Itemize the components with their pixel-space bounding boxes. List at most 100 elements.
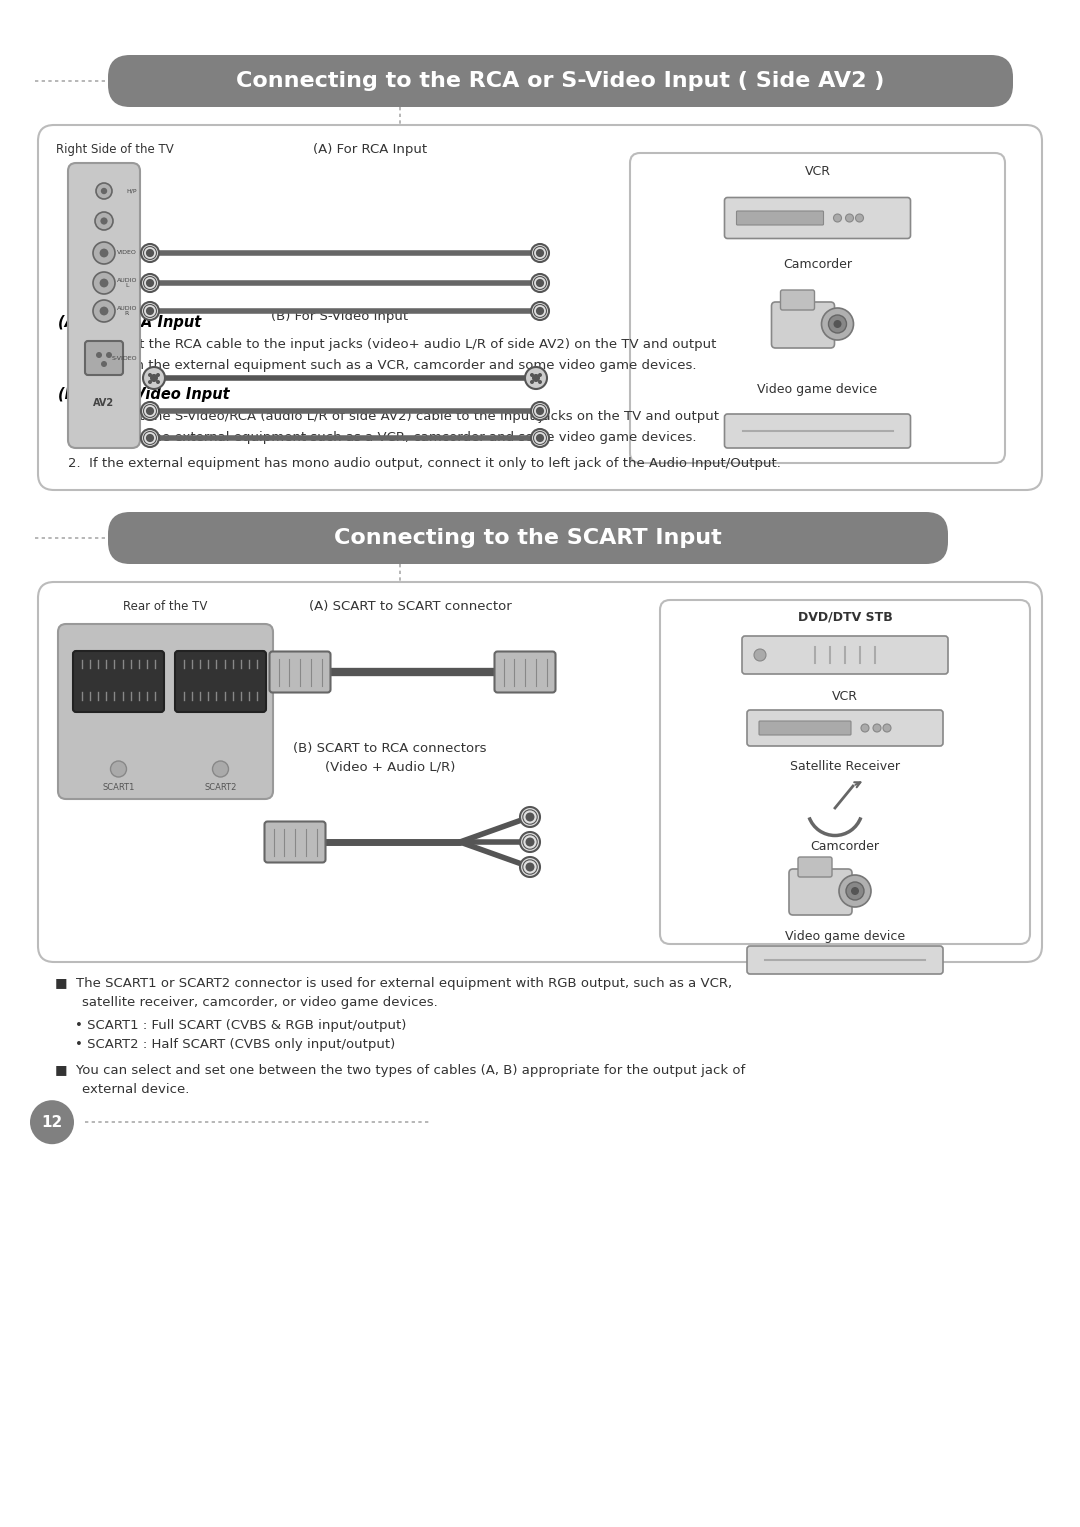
Text: H/P: H/P bbox=[126, 188, 137, 194]
Text: (B) For S-Video Input: (B) For S-Video Input bbox=[271, 310, 408, 324]
FancyBboxPatch shape bbox=[630, 153, 1005, 463]
Circle shape bbox=[822, 308, 853, 341]
Text: (B) SCART to RCA connectors: (B) SCART to RCA connectors bbox=[294, 742, 487, 754]
Circle shape bbox=[148, 373, 152, 377]
Circle shape bbox=[110, 760, 126, 777]
Circle shape bbox=[93, 299, 114, 322]
Circle shape bbox=[531, 402, 549, 420]
Text: VIDEO: VIDEO bbox=[117, 250, 137, 255]
FancyBboxPatch shape bbox=[781, 290, 814, 310]
Text: VCR: VCR bbox=[832, 690, 858, 702]
Circle shape bbox=[141, 273, 159, 292]
Circle shape bbox=[93, 241, 114, 264]
Text: (A) For RCA Input: (A) For RCA Input bbox=[313, 144, 427, 156]
Circle shape bbox=[531, 244, 549, 263]
Text: (B) For S-Video Input: (B) For S-Video Input bbox=[58, 388, 230, 402]
Circle shape bbox=[538, 373, 542, 377]
FancyBboxPatch shape bbox=[660, 600, 1030, 944]
FancyBboxPatch shape bbox=[742, 637, 948, 673]
Circle shape bbox=[141, 302, 159, 321]
FancyBboxPatch shape bbox=[108, 512, 948, 563]
FancyBboxPatch shape bbox=[175, 651, 266, 712]
Text: 2.  If the external equipment has mono audio output, connect it only to left jac: 2. If the external equipment has mono au… bbox=[68, 458, 781, 470]
Circle shape bbox=[537, 435, 543, 441]
FancyBboxPatch shape bbox=[725, 414, 910, 447]
Text: AV2: AV2 bbox=[94, 399, 114, 408]
Circle shape bbox=[855, 214, 864, 221]
Text: Satellite Receiver: Satellite Receiver bbox=[789, 760, 900, 773]
Text: jacks on the external equipment such as a VCR, camcorder and some video game dev: jacks on the external equipment such as … bbox=[68, 431, 697, 444]
Circle shape bbox=[834, 321, 841, 328]
Circle shape bbox=[531, 273, 549, 292]
Circle shape bbox=[147, 408, 153, 414]
Circle shape bbox=[106, 353, 112, 357]
FancyBboxPatch shape bbox=[759, 721, 851, 734]
Text: ■  You can select and set one between the two types of cables (A, B) appropriate: ■ You can select and set one between the… bbox=[55, 1064, 745, 1078]
Circle shape bbox=[754, 649, 766, 661]
Circle shape bbox=[99, 278, 108, 287]
FancyBboxPatch shape bbox=[747, 710, 943, 747]
Text: S-VIDEO: S-VIDEO bbox=[111, 356, 137, 360]
Text: SCART2: SCART2 bbox=[204, 782, 237, 791]
Circle shape bbox=[526, 838, 534, 846]
Circle shape bbox=[147, 249, 153, 257]
Circle shape bbox=[846, 883, 864, 899]
Text: SCART1: SCART1 bbox=[103, 782, 135, 791]
Circle shape bbox=[530, 373, 534, 377]
Circle shape bbox=[834, 214, 841, 221]
FancyBboxPatch shape bbox=[38, 582, 1042, 962]
Circle shape bbox=[93, 272, 114, 295]
Text: 12: 12 bbox=[41, 1115, 63, 1130]
Text: AUDIO
R: AUDIO R bbox=[117, 305, 137, 316]
FancyBboxPatch shape bbox=[737, 211, 824, 224]
Text: 1.  Connect the S-Video/RCA (audio L/R of side AV2) cable to the input jacks on : 1. Connect the S-Video/RCA (audio L/R of… bbox=[68, 411, 719, 423]
Text: AUDIO
L: AUDIO L bbox=[117, 278, 137, 289]
Circle shape bbox=[531, 429, 549, 447]
FancyBboxPatch shape bbox=[798, 857, 832, 876]
Circle shape bbox=[873, 724, 881, 731]
FancyBboxPatch shape bbox=[725, 197, 910, 238]
Circle shape bbox=[148, 380, 152, 383]
FancyBboxPatch shape bbox=[58, 625, 273, 799]
FancyBboxPatch shape bbox=[747, 947, 943, 974]
Circle shape bbox=[141, 402, 159, 420]
Circle shape bbox=[861, 724, 869, 731]
Circle shape bbox=[156, 380, 160, 383]
Text: Right Side of the TV: Right Side of the TV bbox=[56, 144, 174, 156]
Circle shape bbox=[147, 307, 153, 315]
Text: (A) SCART to SCART connector: (A) SCART to SCART connector bbox=[309, 600, 511, 612]
FancyBboxPatch shape bbox=[68, 163, 140, 447]
Circle shape bbox=[102, 360, 107, 366]
FancyBboxPatch shape bbox=[270, 652, 330, 693]
Circle shape bbox=[99, 307, 108, 316]
Circle shape bbox=[537, 279, 543, 287]
Circle shape bbox=[147, 435, 153, 441]
FancyBboxPatch shape bbox=[265, 822, 325, 863]
Circle shape bbox=[143, 366, 165, 389]
FancyBboxPatch shape bbox=[73, 651, 164, 712]
FancyBboxPatch shape bbox=[771, 302, 835, 348]
Text: DVD/DTV STB: DVD/DTV STB bbox=[798, 609, 892, 623]
Circle shape bbox=[141, 244, 159, 263]
Circle shape bbox=[96, 183, 112, 199]
Text: VCR: VCR bbox=[805, 165, 831, 179]
Circle shape bbox=[30, 1099, 75, 1144]
FancyBboxPatch shape bbox=[495, 652, 555, 693]
Circle shape bbox=[151, 374, 158, 382]
Circle shape bbox=[525, 366, 546, 389]
Text: Camcorder: Camcorder bbox=[783, 258, 852, 270]
Circle shape bbox=[531, 302, 549, 321]
Text: Connecting to the RCA or S-Video Input ( Side AV2 ): Connecting to the RCA or S-Video Input (… bbox=[237, 70, 885, 92]
Text: • SCART2 : Half SCART (CVBS only input/output): • SCART2 : Half SCART (CVBS only input/o… bbox=[75, 1038, 395, 1051]
Text: (A) For RCA Input: (A) For RCA Input bbox=[58, 315, 201, 330]
Circle shape bbox=[96, 353, 102, 357]
Circle shape bbox=[213, 760, 229, 777]
Circle shape bbox=[537, 249, 543, 257]
Text: external device.: external device. bbox=[65, 1083, 189, 1096]
Circle shape bbox=[526, 863, 534, 870]
Circle shape bbox=[537, 408, 543, 414]
Text: Rear of the TV: Rear of the TV bbox=[123, 600, 207, 612]
Circle shape bbox=[538, 380, 542, 383]
Text: satellite receiver, camcorder, or video game devices.: satellite receiver, camcorder, or video … bbox=[65, 996, 437, 1009]
Circle shape bbox=[519, 832, 540, 852]
